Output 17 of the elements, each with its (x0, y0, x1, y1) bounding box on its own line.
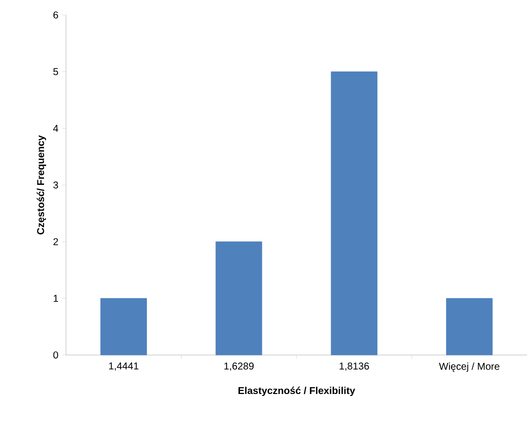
x-tick-label: 1,6289 (224, 362, 254, 371)
y-tick-label: 4 (53, 124, 58, 132)
bar (446, 298, 493, 356)
x-tick-label: Więcej / More (438, 362, 500, 372)
bar (216, 241, 262, 356)
x-tick-label: 1,8136 (340, 362, 369, 371)
y-tick-label: 1 (54, 294, 58, 302)
bar (330, 71, 378, 356)
x-axis-title: Elastyczność / Flexibility (238, 386, 356, 396)
y-tick-label: 3 (53, 181, 58, 189)
y-tick-label: 5 (53, 68, 58, 76)
y-axis-title: Częstość/ Frequency (36, 135, 46, 234)
x-tick-label: 1,4441 (109, 362, 138, 371)
y-tick-label: 0 (53, 351, 58, 359)
bar (100, 298, 147, 356)
y-tick-label: 6 (53, 11, 58, 19)
y-tick-label: 2 (53, 238, 58, 246)
